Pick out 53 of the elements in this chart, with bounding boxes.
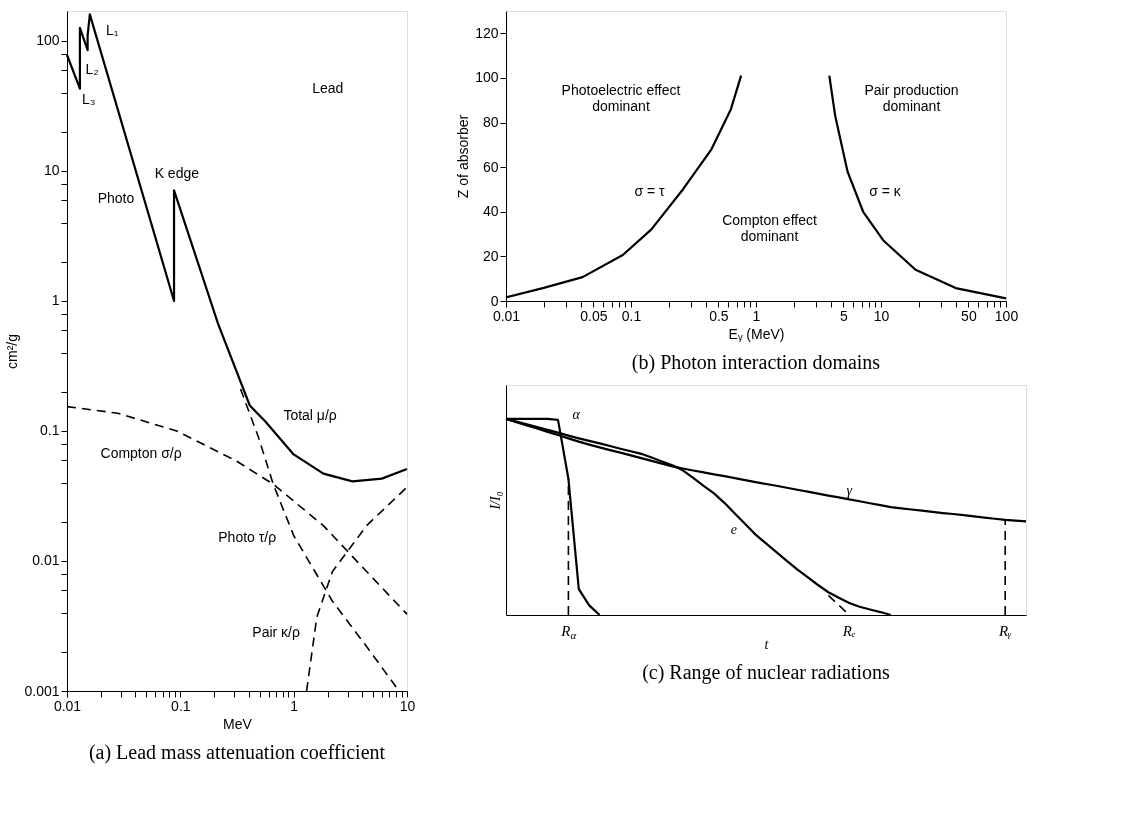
annotation: Pair κ/ρ bbox=[252, 624, 300, 641]
annotation: Photo τ/ρ bbox=[218, 529, 277, 545]
y-tick-label: 120 bbox=[475, 24, 499, 41]
text: (b) Photon interaction domains bbox=[631, 351, 881, 374]
annotation: Compton effect dominant bbox=[722, 211, 817, 244]
annotation: α bbox=[572, 407, 581, 423]
x-tick-label: 0.05 bbox=[580, 307, 608, 324]
text: (a) Lead mass attenuation coefficient bbox=[88, 741, 386, 764]
y-tick-label: 0 bbox=[490, 292, 499, 309]
x-tick-label: 10 bbox=[399, 697, 416, 714]
y-tick-label: 60 bbox=[482, 158, 499, 175]
y-axis-title: Z of absorber bbox=[455, 114, 472, 199]
x-tick-label: 50 bbox=[961, 307, 977, 324]
text: (c) Range of nuclear radiations bbox=[642, 661, 891, 684]
x-tick-label: 100 bbox=[994, 307, 1019, 324]
annotation: σ = τ bbox=[634, 182, 666, 199]
y-tick-label: 100 bbox=[36, 32, 60, 49]
annotation: K edge bbox=[154, 164, 200, 181]
x-tick-label: 10 bbox=[873, 307, 890, 324]
annotation: L₂ bbox=[85, 61, 99, 78]
annotation: L₁ bbox=[105, 21, 119, 38]
annotation: Lead bbox=[312, 79, 344, 96]
x-tick-label: Rₑ bbox=[841, 623, 856, 639]
x-tick-label: 0.1 bbox=[621, 307, 642, 324]
annotation: σ = κ bbox=[869, 182, 902, 199]
x-tick-label: Rᵧ bbox=[997, 623, 1013, 639]
annotation: γ bbox=[846, 483, 853, 499]
y-tick-label: 100 bbox=[475, 69, 499, 86]
y-tick-label: 0.01 bbox=[32, 552, 60, 569]
annotation: e bbox=[730, 522, 737, 538]
annotation: Photo bbox=[97, 189, 135, 206]
annotation: L₃ bbox=[82, 91, 96, 108]
x-axis-title: t bbox=[764, 636, 770, 652]
y-tick-label: 10 bbox=[43, 162, 60, 179]
annotation: Photoelectric effect dominant bbox=[561, 82, 681, 115]
x-tick-label: 5 bbox=[839, 307, 848, 324]
y-tick-label: 80 bbox=[482, 114, 499, 131]
annotation: Total μ/ρ bbox=[283, 407, 337, 424]
y-tick-label: 40 bbox=[482, 203, 499, 220]
x-tick-label: 0.1 bbox=[171, 697, 191, 714]
annotation: Compton σ/ρ bbox=[100, 445, 182, 462]
x-axis-title: MeV bbox=[223, 715, 253, 732]
y-tick-label: 20 bbox=[482, 247, 499, 264]
y-tick-label: 1 bbox=[51, 292, 60, 309]
annotation: Pair production dominant bbox=[864, 82, 959, 115]
y-axis-title: I/I₀ bbox=[487, 491, 503, 511]
y-tick-label: 0.1 bbox=[40, 422, 60, 439]
x-tick-label: 1 bbox=[290, 697, 299, 714]
x-tick-label: 1 bbox=[752, 307, 761, 324]
x-axis-title: Eᵧ (MeV) bbox=[728, 325, 785, 342]
y-tick-label: 0.001 bbox=[24, 682, 60, 699]
y-axis-title: cm²/g bbox=[4, 334, 21, 369]
x-tick-label: 0.5 bbox=[709, 307, 729, 324]
